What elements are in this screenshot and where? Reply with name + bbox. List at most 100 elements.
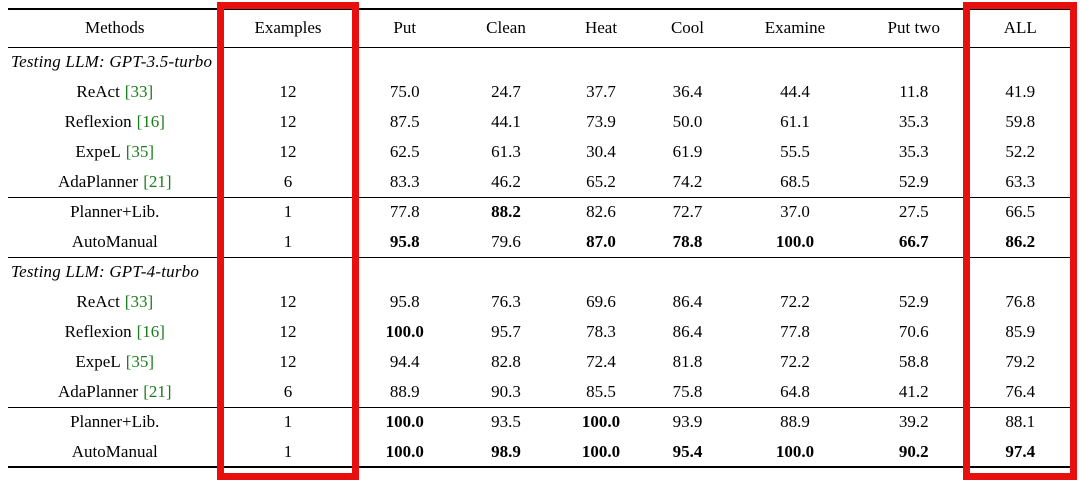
score-cell: 85.5: [586, 381, 616, 401]
citation-link[interactable]: [16]: [136, 112, 165, 131]
column-header-clean: Clean: [455, 9, 557, 48]
all-score-cell: 85.9: [1005, 322, 1036, 341]
column-header-put-two: Put two: [860, 9, 969, 48]
method-name: Reflexion: [64, 322, 132, 341]
score-cell: 75.0: [389, 82, 420, 101]
score-cell: 70.6: [860, 317, 969, 347]
section-title: Testing LLM: GPT-3.5-turbo: [8, 47, 223, 77]
citation-link[interactable]: [21]: [143, 171, 172, 191]
method-name: AdaPlanner: [57, 381, 139, 401]
table-row: ReAct [33] 12 95.8 76.3 69.6 86.4 72.2 52.9 76.8: [8, 287, 1072, 317]
score-cell: 44.1: [491, 112, 521, 131]
score-cell: 100.0: [385, 322, 424, 341]
score-cell: 50.0: [672, 112, 703, 131]
table-row: ExpeL [35] 12 94.4 82.8 72.4 81.8 72.2 58.8 79.2: [8, 347, 1072, 377]
section-title: Testing LLM: GPT-4-turbo: [8, 257, 223, 287]
score-cell: 37.0: [780, 202, 810, 222]
all-score-cell: 79.2: [1005, 352, 1036, 371]
score-cell: 95.8: [389, 292, 420, 311]
citation-link[interactable]: [33]: [124, 82, 154, 101]
examples-cell: 1: [222, 437, 355, 467]
method-name: ReAct: [76, 82, 120, 101]
table-row: ReAct [33] 12 75.0 24.7 37.7 36.4 44.4 11.8 41.9: [8, 77, 1072, 107]
method-cell: AutoManual: [8, 227, 223, 257]
score-cell: 39.2: [860, 407, 969, 437]
citation-link[interactable]: [16]: [136, 322, 165, 341]
score-cell: 52.9: [860, 287, 969, 317]
score-cell: 95.7: [491, 322, 521, 341]
header-row: Methods Examples Put Clean Heat Cool Examine Pu…: [8, 9, 1072, 48]
all-score-cell: 41.9: [1005, 82, 1036, 101]
citation-link[interactable]: [21]: [143, 381, 172, 401]
score-cell: 78.3: [586, 322, 616, 341]
examples-cell: 12: [222, 137, 355, 167]
score-cell: 81.8: [672, 352, 703, 371]
table-row: AutoManual 1 95.8 79.6 87.0 78.8 100.0 66.7 86.2: [8, 227, 1072, 257]
examples-cell: 12: [222, 107, 355, 137]
score-cell: 72.2: [780, 352, 810, 371]
citation-link[interactable]: [35]: [125, 142, 155, 161]
score-cell: 82.6: [586, 202, 616, 222]
method-cell: Planner+Lib.: [8, 197, 223, 227]
examples-cell: 1: [222, 227, 355, 257]
score-cell: 24.7: [491, 82, 521, 101]
section-title-row: Testing LLM: GPT-3.5-turbo: [8, 47, 1072, 77]
table-row: ExpeL [35] 12 62.5 61.3 30.4 61.9 55.5 35.3 52.2: [8, 137, 1072, 167]
score-cell: 95.4: [672, 441, 703, 461]
column-header-all: ALL: [968, 9, 1072, 48]
method-name: ExpeL: [75, 142, 121, 161]
results-table: Methods Examples Put Clean Heat Cool Examine Pu…: [8, 8, 1072, 468]
score-cell: 27.5: [860, 197, 969, 227]
score-cell: 83.3: [389, 171, 420, 191]
score-cell: 100.0: [775, 441, 815, 461]
score-cell: 36.4: [672, 82, 703, 101]
score-cell: 73.9: [586, 112, 616, 131]
citation-link[interactable]: [35]: [125, 352, 155, 371]
score-cell: 37.7: [586, 82, 616, 101]
method-cell: ExpeL [35]: [8, 347, 223, 377]
score-cell: 55.5: [780, 142, 810, 161]
column-header-cool: Cool: [645, 9, 730, 48]
score-cell: 75.8: [672, 381, 703, 401]
score-cell: 11.8: [860, 77, 969, 107]
method-cell: AutoManual: [8, 437, 223, 467]
all-score-cell: 88.1: [1005, 412, 1036, 432]
score-cell: 93.5: [491, 412, 521, 432]
score-cell: 100.0: [581, 412, 621, 432]
method-cell: Reflexion [16]: [8, 107, 223, 137]
table-row: AutoManual 1 100.0 98.9 100.0 95.4 100.0 90.2 97…: [8, 437, 1072, 467]
score-cell: 35.3: [860, 137, 969, 167]
score-cell: 87.5: [389, 112, 420, 131]
score-cell: 100.0: [581, 441, 621, 461]
score-cell: 76.3: [491, 292, 521, 311]
score-cell: 69.6: [586, 292, 616, 311]
score-cell: 95.8: [389, 231, 420, 251]
method-name: AutoManual: [71, 231, 158, 251]
score-cell: 68.5: [780, 171, 810, 191]
method-name: AdaPlanner: [57, 171, 139, 191]
score-cell: 61.3: [491, 142, 521, 161]
method-cell: ExpeL [35]: [8, 137, 223, 167]
column-header-examples: Examples: [222, 9, 355, 48]
score-cell: 35.3: [860, 107, 969, 137]
score-cell: 100.0: [385, 441, 424, 461]
score-cell: 77.8: [389, 202, 420, 222]
citation-link[interactable]: [33]: [124, 292, 154, 311]
all-score-cell: 97.4: [1005, 441, 1036, 461]
column-header-methods: Methods: [8, 9, 223, 48]
table-row: AdaPlanner [21] 6 83.3 46.2 65.2 74.2 68.5 52.9 6…: [8, 167, 1072, 197]
method-name: ReAct: [76, 292, 120, 311]
score-cell: 61.9: [672, 142, 703, 161]
score-cell: 74.2: [672, 171, 703, 191]
score-cell: 88.9: [389, 381, 420, 401]
score-cell: 64.8: [780, 381, 810, 401]
table-row: Reflexion [16] 12 87.5 44.1 73.9 50.0 61.1 35.3 5…: [8, 107, 1072, 137]
table-row: Reflexion [16] 12 100.0 95.7 78.3 86.4 77.8 70.6…: [8, 317, 1072, 347]
column-header-put: Put: [354, 9, 455, 48]
method-name: ExpeL: [75, 352, 121, 371]
score-cell: 86.4: [672, 322, 703, 341]
examples-cell: 12: [222, 347, 355, 377]
score-cell: 90.2: [860, 437, 969, 467]
examples-cell: 6: [222, 167, 355, 197]
all-score-cell: 86.2: [1005, 231, 1036, 251]
